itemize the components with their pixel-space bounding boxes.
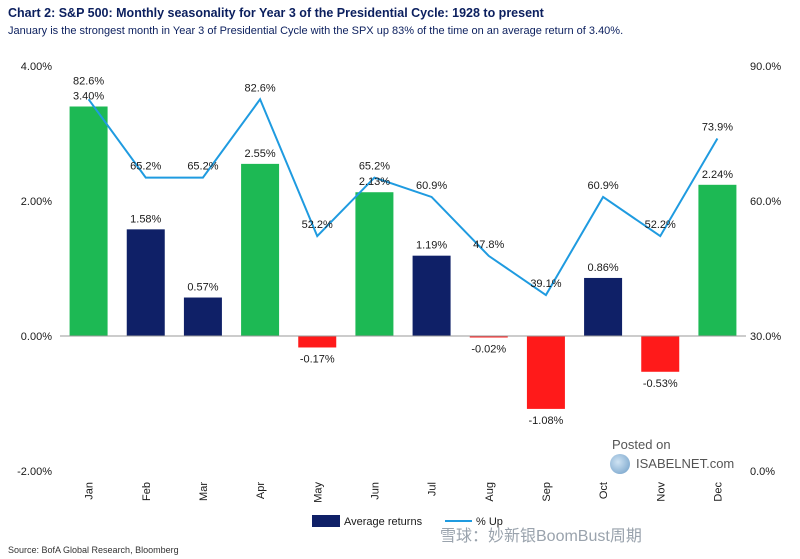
x-tick-may: May — [312, 482, 324, 503]
bar-label-jan: 3.40% — [73, 91, 104, 103]
x-tick-aug: Aug — [484, 482, 496, 502]
bar-apr — [241, 163, 280, 336]
bar-dec — [698, 184, 737, 336]
watermark-globe-icon — [610, 454, 630, 474]
line-label-mar: 65.2% — [187, 161, 218, 173]
bar-jan — [69, 106, 108, 336]
legend-label-pct-up: % Up — [476, 516, 503, 528]
left-tick-label: 0.00% — [21, 331, 52, 343]
left-tick-label: 2.00% — [21, 196, 52, 208]
legend: Average returns % Up — [312, 515, 503, 528]
legend-label-average: Average returns — [344, 516, 423, 528]
line-label-dec: 73.9% — [702, 121, 733, 133]
bar-aug — [469, 336, 508, 338]
bar-label-sep: -1.08% — [528, 415, 563, 427]
bar-may — [298, 336, 337, 348]
bar-jun — [355, 192, 394, 336]
line-label-feb: 65.2% — [130, 161, 161, 173]
bar-label-may: -0.17% — [300, 353, 335, 365]
x-tick-feb: Feb — [141, 482, 153, 501]
line-label-jun: 65.2% — [359, 161, 390, 173]
line-label-jul: 60.9% — [416, 180, 447, 192]
watermark-bottom-text: 雪球：妙新银BoomBust周期 — [440, 528, 642, 545]
bar-sep — [526, 336, 565, 409]
right-tick-label: 60.0% — [750, 196, 781, 208]
bar-label-jul: 1.19% — [416, 240, 447, 252]
line-label-nov: 52.2% — [645, 219, 676, 231]
bar-jul — [412, 255, 451, 336]
line-label-oct: 60.9% — [587, 180, 618, 192]
bar-label-jun: 2.13% — [359, 176, 390, 188]
bar-label-aug: -0.02% — [471, 343, 506, 355]
pct-up-line-group — [87, 97, 719, 297]
x-tick-apr: Apr — [255, 482, 267, 499]
left-tick-label: -2.00% — [17, 466, 52, 478]
bar-label-nov: -0.53% — [643, 378, 678, 390]
pct-up-line — [87, 97, 719, 297]
source-note: Source: BofA Global Research, Bloomberg — [8, 545, 179, 555]
bars-group — [69, 106, 737, 409]
line-label-may: 52.2% — [302, 219, 333, 231]
bar-label-mar: 0.57% — [187, 282, 218, 294]
data-labels: 3.40% 82.6% 1.58% 65.2% 0.57% 65.2% 2.55% 82.6%… — [73, 76, 733, 427]
bar-label-apr: 2.55% — [244, 148, 275, 160]
x-tick-jan: Jan — [84, 482, 96, 500]
x-tick-jul: Jul — [427, 482, 439, 496]
left-tick-label: 4.00% — [21, 61, 52, 73]
right-tick-label: 90.0% — [750, 61, 781, 73]
bar-label-dec: 2.24% — [702, 169, 733, 181]
x-tick-oct: Oct — [598, 482, 610, 499]
bar-nov — [641, 336, 680, 372]
chart-title: Chart 2: S&P 500: Monthly seasonality fo… — [8, 6, 544, 20]
right-tick-label: 0.0% — [750, 466, 775, 478]
line-label-apr: 82.6% — [244, 82, 275, 94]
bar-label-oct: 0.86% — [587, 262, 618, 274]
x-tick-sep: Sep — [541, 482, 553, 502]
left-axis-ticks: 4.00% 2.00% 0.00% -2.00% — [17, 61, 52, 478]
x-axis-ticks: Jan Feb Mar Apr May Jun Jul Aug Sep Oct Nov Dec — [84, 482, 725, 503]
bar-oct — [584, 277, 623, 336]
line-label-sep: 39.1% — [530, 278, 561, 290]
watermark-posted-on: Posted on — [612, 437, 671, 452]
bar-label-feb: 1.58% — [130, 213, 161, 225]
x-tick-jun: Jun — [369, 482, 381, 500]
x-tick-dec: Dec — [712, 482, 724, 502]
line-label-aug: 47.8% — [473, 239, 504, 251]
x-tick-mar: Mar — [198, 482, 210, 501]
legend-swatch-average — [312, 515, 340, 527]
bar-feb — [126, 229, 165, 336]
line-label-jan: 82.6% — [73, 76, 104, 88]
bar-mar — [183, 297, 222, 336]
x-tick-nov: Nov — [655, 482, 667, 502]
watermark-brand: ISABELNET.com — [636, 456, 735, 471]
chart-subtitle: January is the strongest month in Year 3… — [8, 25, 624, 37]
right-axis-ticks: 90.0% 60.0% 30.0% 0.0% — [750, 61, 781, 478]
right-tick-label: 30.0% — [750, 331, 781, 343]
